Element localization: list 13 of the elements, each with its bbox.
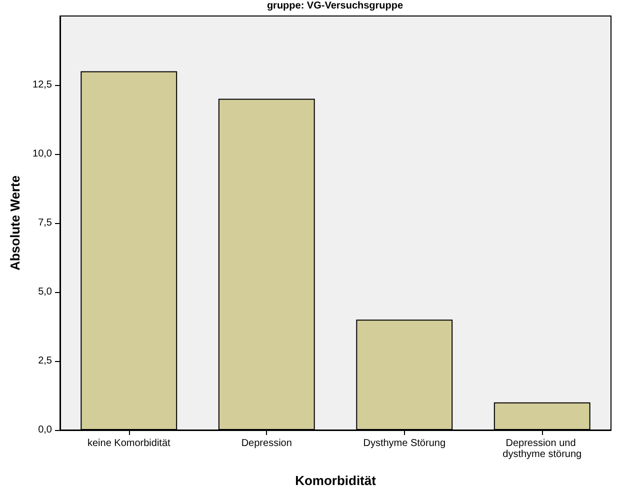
x-axis-title: Komorbidität <box>295 473 377 488</box>
x-tick-label: Depression und dysthyme störung <box>502 438 582 460</box>
x-tick-label: Dysthyme Störung <box>363 438 446 449</box>
y-tick-label: 5,0 <box>38 286 52 298</box>
y-tick-label: 7,5 <box>38 218 52 228</box>
y-axis-title: Absolute Werte <box>8 175 23 271</box>
chart-title: gruppe: VG-Versuchsgruppe <box>266 0 404 12</box>
y-tick-label: 12,5 <box>32 80 52 90</box>
x-tick-label: keine Komorbidität <box>87 438 171 449</box>
y-tick-label: 10,0 <box>32 148 52 160</box>
x-tick-label: Depression <box>241 438 292 449</box>
y-tick-label: 2,5 <box>38 356 52 366</box>
y-tick-label: 0,0 <box>38 424 52 436</box>
